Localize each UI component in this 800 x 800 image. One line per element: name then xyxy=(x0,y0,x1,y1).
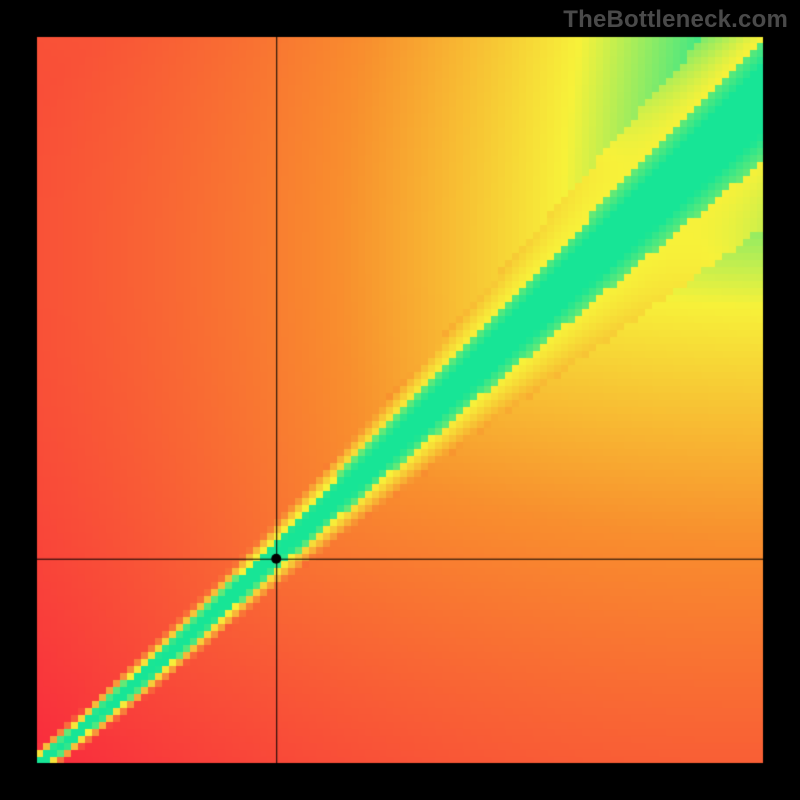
chart-container: { "watermark": "TheBottleneck.com", "cha… xyxy=(0,0,800,800)
heatmap-canvas xyxy=(0,0,800,800)
heatmap-chart xyxy=(0,0,800,800)
watermark-label: TheBottleneck.com xyxy=(563,6,788,34)
